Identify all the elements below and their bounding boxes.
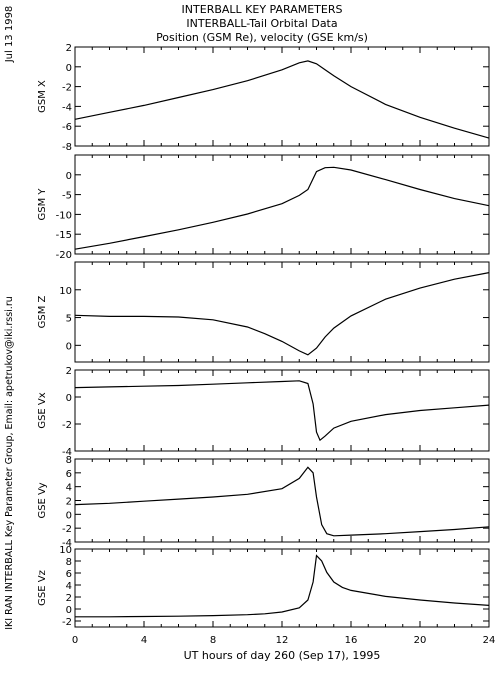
x-tick-label: 12 [276,635,289,646]
y-tick-label: 5 [66,314,72,325]
gsm-z-series-line [74,272,490,356]
y-tick-label: -2 [62,420,72,431]
y-tick-label: 2 [66,43,72,54]
x-axis-label: UT hours of day 260 (Sep 17), 1995 [184,649,381,662]
y-tick-label: 8 [66,557,72,568]
gse-vz-panel-frame [74,548,490,628]
gse-vx-axis-label: GSE Vx [37,392,48,428]
y-tick-label: -2 [62,617,72,628]
gsm-y-axis-label: GSM Y [37,188,48,221]
figure-title-line1: INTERBALL KEY PARAMETERS [182,3,343,16]
y-tick-label: 0 [66,63,72,74]
x-tick-label: 16 [345,635,358,646]
y-tick-label: -4 [62,538,72,549]
y-tick-label: 10 [59,286,72,297]
gse-vy-series-line [74,466,490,537]
x-tick-label: 20 [414,635,427,646]
y-tick-label: 2 [66,366,72,377]
gsm-z-panel-frame [74,261,490,363]
y-tick-label: -6 [62,122,72,133]
gsm-z-axis-label: GSM Z [37,295,48,328]
y-tick-label: 0 [66,171,72,182]
x-tick-label: 8 [210,635,216,646]
y-tick-label: -4 [62,447,72,458]
gse-vy-panel-frame [74,458,490,543]
y-tick-label: 6 [66,469,72,480]
gsm-y-series-line [74,166,490,250]
figure-title-line3: Position (GSM Re), velocity (GSE km/s) [156,31,368,44]
y-tick-label: -15 [56,230,72,241]
gse-vy-axis-label: GSE Vy [37,482,48,518]
y-tick-label: 0 [66,605,72,616]
y-tick-label: 4 [66,483,72,494]
y-tick-label: -8 [62,142,72,153]
y-tick-label: -4 [62,102,72,113]
y-tick-label: 2 [66,593,72,604]
gse-vz-axis-label: GSE Vz [37,570,48,606]
date-stamp: Jul 13 1998 [4,6,15,64]
gse-vz-series-line [75,554,490,618]
figure-title-line2: INTERBALL-Tail Orbital Data [186,17,337,30]
credit-line: IKI RAN INTERBALL Key Parameter Group, E… [4,296,15,630]
y-tick-label: 0 [66,510,72,521]
y-tick-label: 4 [66,581,72,592]
y-tick-label: 2 [66,497,72,508]
x-tick-label: 4 [141,635,147,646]
gsm-x-axis-label: GSM X [37,80,48,113]
gsm-y-panel-frame [74,154,490,255]
y-tick-label: 10 [59,545,72,556]
y-tick-label: 8 [66,455,72,466]
y-tick-label: 0 [66,341,72,352]
y-tick-label: -5 [62,191,72,202]
gsm-x-series-line [74,60,490,139]
gsm-x-panel-frame [74,46,490,147]
y-tick-label: -10 [56,210,72,221]
y-tick-label: 0 [66,393,72,404]
y-tick-label: -20 [56,250,72,261]
gse-vx-series-line [74,380,490,442]
x-tick-label: 24 [483,635,496,646]
x-tick-label: 0 [72,635,78,646]
y-tick-label: 6 [66,569,72,580]
y-tick-label: -2 [62,524,72,535]
y-tick-label: -2 [62,83,72,94]
